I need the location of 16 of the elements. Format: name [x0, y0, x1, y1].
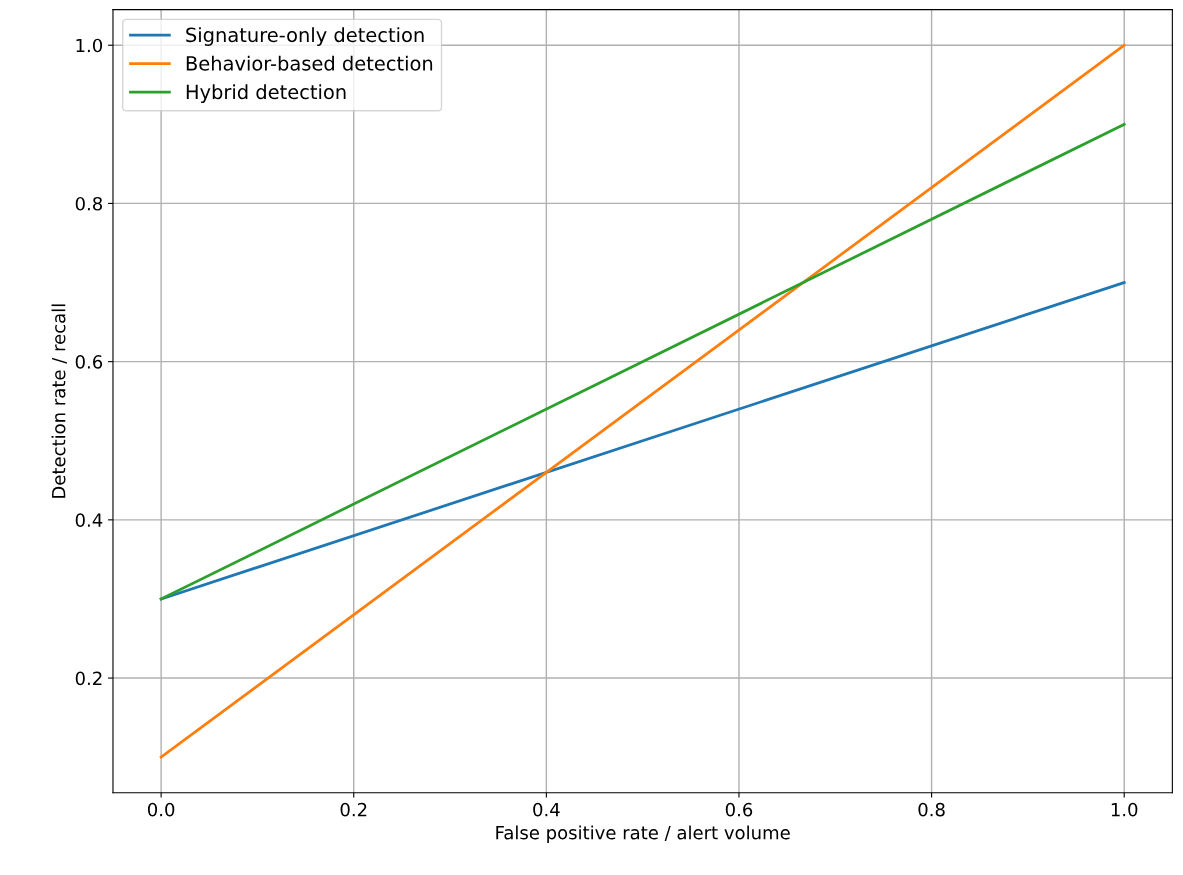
y-tick-label: 0.8 [75, 196, 103, 211]
x-axis-title: False positive rate / alert volume [496, 825, 790, 843]
x-tick-label: 0.6 [725, 802, 753, 817]
y-axis-title: Detection rate / recall [51, 304, 67, 498]
y-tick-label: 0.4 [75, 513, 103, 527]
x-tick-label: 0.2 [340, 802, 367, 817]
y-tick-label: 1.0 [76, 38, 103, 53]
legend-label: Behavior-based detection [186, 55, 433, 71]
x-tick-label: 0.8 [918, 802, 945, 817]
x-tick-label: 0.0 [147, 802, 175, 817]
y-tick-label: 0.2 [75, 671, 102, 686]
legend-label: Hybrid detection [186, 84, 346, 104]
y-tick-label: 0.6 [75, 355, 103, 369]
x-tick-label: 0.4 [533, 802, 560, 817]
legend-label: Signature-only detection [186, 27, 424, 46]
x-tick-label: 1.0 [1111, 802, 1138, 817]
